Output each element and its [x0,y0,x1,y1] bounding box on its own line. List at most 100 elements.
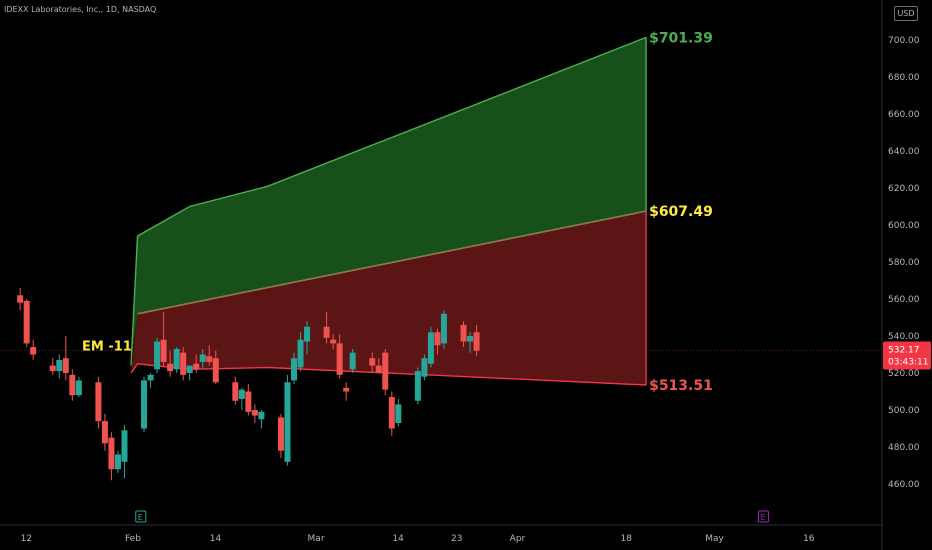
candle-body [121,430,128,462]
candle-body [343,387,350,392]
chart-title: IDEXX Laboratories, Inc., 1D, NASDAQ [4,5,157,14]
candles[interactable] [17,287,480,481]
event-letter: E [760,513,765,522]
y-tick-label: 620.00 [888,184,920,194]
candle[interactable] [467,332,474,353]
candle[interactable] [121,424,128,479]
candle-body [238,389,245,399]
candle[interactable] [323,311,330,344]
candle[interactable] [343,382,350,401]
candle-body [147,374,154,381]
candle-body [75,380,82,396]
candle[interactable] [304,321,311,355]
candle[interactable] [212,350,219,385]
candle[interactable] [369,352,376,373]
candle[interactable] [141,376,148,433]
candle[interactable] [251,404,258,423]
candle[interactable] [460,321,467,348]
candle[interactable] [388,391,395,436]
em-label: EM -11 [82,339,132,354]
lower-band-fill [131,211,647,385]
upper-band-line [130,36,647,366]
candle[interactable] [23,299,30,348]
candle[interactable] [30,339,37,361]
earnings-event-marker[interactable]: E [757,510,769,523]
candle[interactable] [258,410,265,429]
candle-body [101,421,108,444]
candle-body [382,352,389,390]
candle[interactable] [336,334,343,379]
candle-body [56,360,63,372]
candle[interactable] [95,376,102,429]
candle[interactable] [382,348,389,396]
x-tick-label: Mar [308,534,325,544]
candle[interactable] [395,398,402,427]
candle-body [258,411,265,420]
candle[interactable] [62,336,69,381]
candle[interactable] [277,413,284,459]
candle-body [193,363,200,370]
candle[interactable] [154,337,161,373]
candle[interactable] [193,354,200,374]
upper-target-label: $701.39 [649,30,713,46]
candle[interactable] [473,324,480,357]
candle-body [304,326,311,342]
y-tick-label: 540.00 [888,332,920,342]
candle-body [186,365,193,373]
candle[interactable] [186,365,193,381]
candle-body [434,332,441,346]
candle[interactable] [17,287,24,311]
candle[interactable] [206,345,213,366]
candle[interactable] [440,310,447,349]
candle[interactable] [173,347,180,373]
candle[interactable] [434,328,441,355]
x-tick-label: 14 [210,534,222,544]
candle[interactable] [375,358,382,373]
candle[interactable] [199,348,206,370]
candle[interactable] [238,387,245,410]
x-tick-label: Feb [125,534,141,544]
candle[interactable] [160,311,167,366]
x-tick-label: 18 [621,534,633,544]
candle[interactable] [114,450,121,473]
candle-body [277,417,284,451]
candle-body [473,332,480,351]
mid-target-label: $607.49 [649,204,713,220]
candle[interactable] [284,374,291,466]
candle[interactable] [291,352,297,385]
candle[interactable] [232,376,239,405]
lower-target-label: $513.51 [649,378,713,394]
candle[interactable] [56,354,63,379]
candle[interactable] [180,347,187,381]
candle-body [30,347,37,355]
candle[interactable] [75,376,82,398]
y-tick-label: 680.00 [888,73,920,83]
candle[interactable] [101,413,108,451]
candle-body [108,437,115,470]
candle[interactable] [245,384,252,416]
candle-body [17,295,24,303]
candle[interactable] [421,354,428,381]
candle[interactable] [330,334,337,349]
y-tick-label: 500.00 [888,406,920,416]
candle[interactable] [167,350,174,377]
expected-move-bands [130,36,647,386]
candle[interactable] [349,348,356,373]
candle[interactable] [147,373,154,388]
candle[interactable] [427,326,434,368]
y-tick-label: 480.00 [888,443,920,453]
candle-body [388,397,395,429]
earnings-event-marker[interactable]: E [135,510,147,523]
candle[interactable] [49,358,56,375]
candle[interactable] [414,367,421,405]
candle[interactable] [297,332,304,372]
candle-body [141,380,148,429]
candle-body [421,358,428,377]
x-tick-label: Apr [510,534,526,544]
candle-body [291,358,297,381]
currency-button[interactable]: USD [894,6,918,21]
candle-body [460,324,467,342]
candle[interactable] [69,369,76,401]
candle[interactable] [108,432,115,481]
